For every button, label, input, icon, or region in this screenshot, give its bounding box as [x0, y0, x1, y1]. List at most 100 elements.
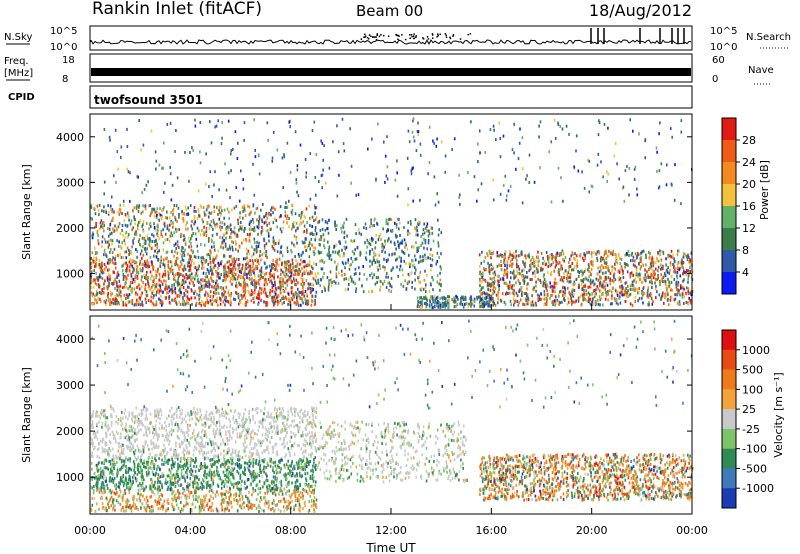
range-cell	[147, 279, 149, 283]
range-cell	[104, 279, 106, 283]
range-cell	[140, 278, 143, 282]
range-cell	[226, 260, 229, 264]
nsky-point	[467, 33, 469, 36]
range-cell	[222, 286, 224, 290]
range-cell	[402, 251, 405, 254]
range-cell	[611, 302, 613, 306]
range-cell	[92, 232, 95, 236]
range-cell	[563, 276, 565, 279]
range-cell	[266, 256, 268, 259]
range-cell	[608, 269, 610, 273]
range-cell	[251, 254, 253, 258]
range-cell	[505, 281, 507, 285]
range-cell	[151, 274, 153, 278]
range-cell	[343, 221, 345, 225]
range-cell	[483, 301, 486, 305]
range-cell	[150, 299, 152, 303]
range-cell	[194, 255, 197, 259]
range-cell	[574, 282, 576, 286]
range-cell	[284, 275, 287, 278]
range-cell	[308, 244, 310, 248]
range-cell	[689, 291, 691, 295]
range-cell	[389, 229, 392, 233]
range-cell	[122, 255, 125, 259]
range-cell	[122, 233, 124, 237]
range-cell	[320, 235, 323, 239]
range-cell	[101, 446, 104, 450]
range-cell	[377, 122, 379, 126]
range-cell	[596, 258, 599, 262]
range-cell	[189, 268, 192, 272]
range-cell	[186, 264, 189, 268]
range-cell	[154, 249, 156, 253]
range-cell	[114, 257, 116, 261]
range-cell	[486, 296, 488, 299]
station-title: Rankin Inlet (fitACF)	[92, 0, 262, 19]
range-cell	[181, 212, 184, 216]
range-cell	[476, 295, 478, 299]
range-cell	[295, 265, 298, 268]
range-cell	[602, 266, 605, 270]
range-cell	[524, 265, 526, 269]
range-cell	[154, 303, 157, 307]
range-cell	[192, 231, 195, 235]
beam-title: Beam 00	[356, 2, 423, 20]
range-cell	[381, 243, 384, 247]
nsky-point	[370, 35, 372, 38]
range-cell	[209, 223, 211, 227]
range-cell	[99, 439, 102, 443]
range-cell	[188, 239, 191, 243]
range-cell	[490, 256, 492, 260]
range-cell	[435, 144, 438, 148]
range-cell	[605, 261, 608, 265]
range-cell	[126, 269, 128, 273]
range-cell	[274, 242, 277, 245]
range-cell	[91, 217, 93, 221]
range-cell	[622, 276, 625, 279]
range-cell	[190, 224, 193, 228]
range-cell	[590, 261, 593, 265]
range-cell	[669, 286, 671, 290]
range-cell	[122, 264, 124, 268]
range-cell	[191, 227, 193, 231]
range-cell	[559, 289, 562, 293]
range-cell	[632, 255, 635, 259]
range-cell	[309, 152, 312, 155]
range-cell	[617, 269, 620, 273]
range-cell	[620, 280, 622, 283]
range-cell	[97, 297, 99, 300]
range-cell	[630, 271, 633, 275]
range-cell	[452, 297, 454, 301]
range-cell	[375, 241, 377, 244]
range-cell	[140, 450, 143, 454]
range-cell	[647, 295, 649, 299]
range-cell	[396, 265, 398, 269]
range-cell	[132, 241, 134, 245]
range-cell	[511, 291, 514, 295]
range-cell	[103, 128, 106, 131]
range-cell	[555, 256, 557, 260]
range-cell	[90, 256, 92, 260]
range-cell	[129, 222, 132, 226]
range-cell	[642, 281, 644, 285]
range-cell	[317, 281, 320, 285]
range-cell	[612, 249, 615, 253]
range-cell	[582, 284, 585, 288]
range-cell	[126, 211, 129, 215]
range-cell	[640, 251, 642, 255]
range-cell	[650, 293, 652, 297]
range-cell	[158, 283, 160, 287]
range-cell	[421, 305, 423, 309]
range-cell	[381, 250, 383, 253]
range-cell	[542, 284, 544, 288]
range-cell	[139, 252, 142, 256]
range-cell	[546, 255, 549, 258]
range-cell	[379, 288, 381, 292]
range-cell	[136, 255, 138, 259]
range-cell	[237, 249, 239, 253]
range-cell	[179, 260, 182, 264]
range-cell	[343, 277, 346, 281]
range-cell	[305, 264, 307, 268]
range-cell	[353, 252, 355, 256]
range-cell	[172, 207, 175, 211]
